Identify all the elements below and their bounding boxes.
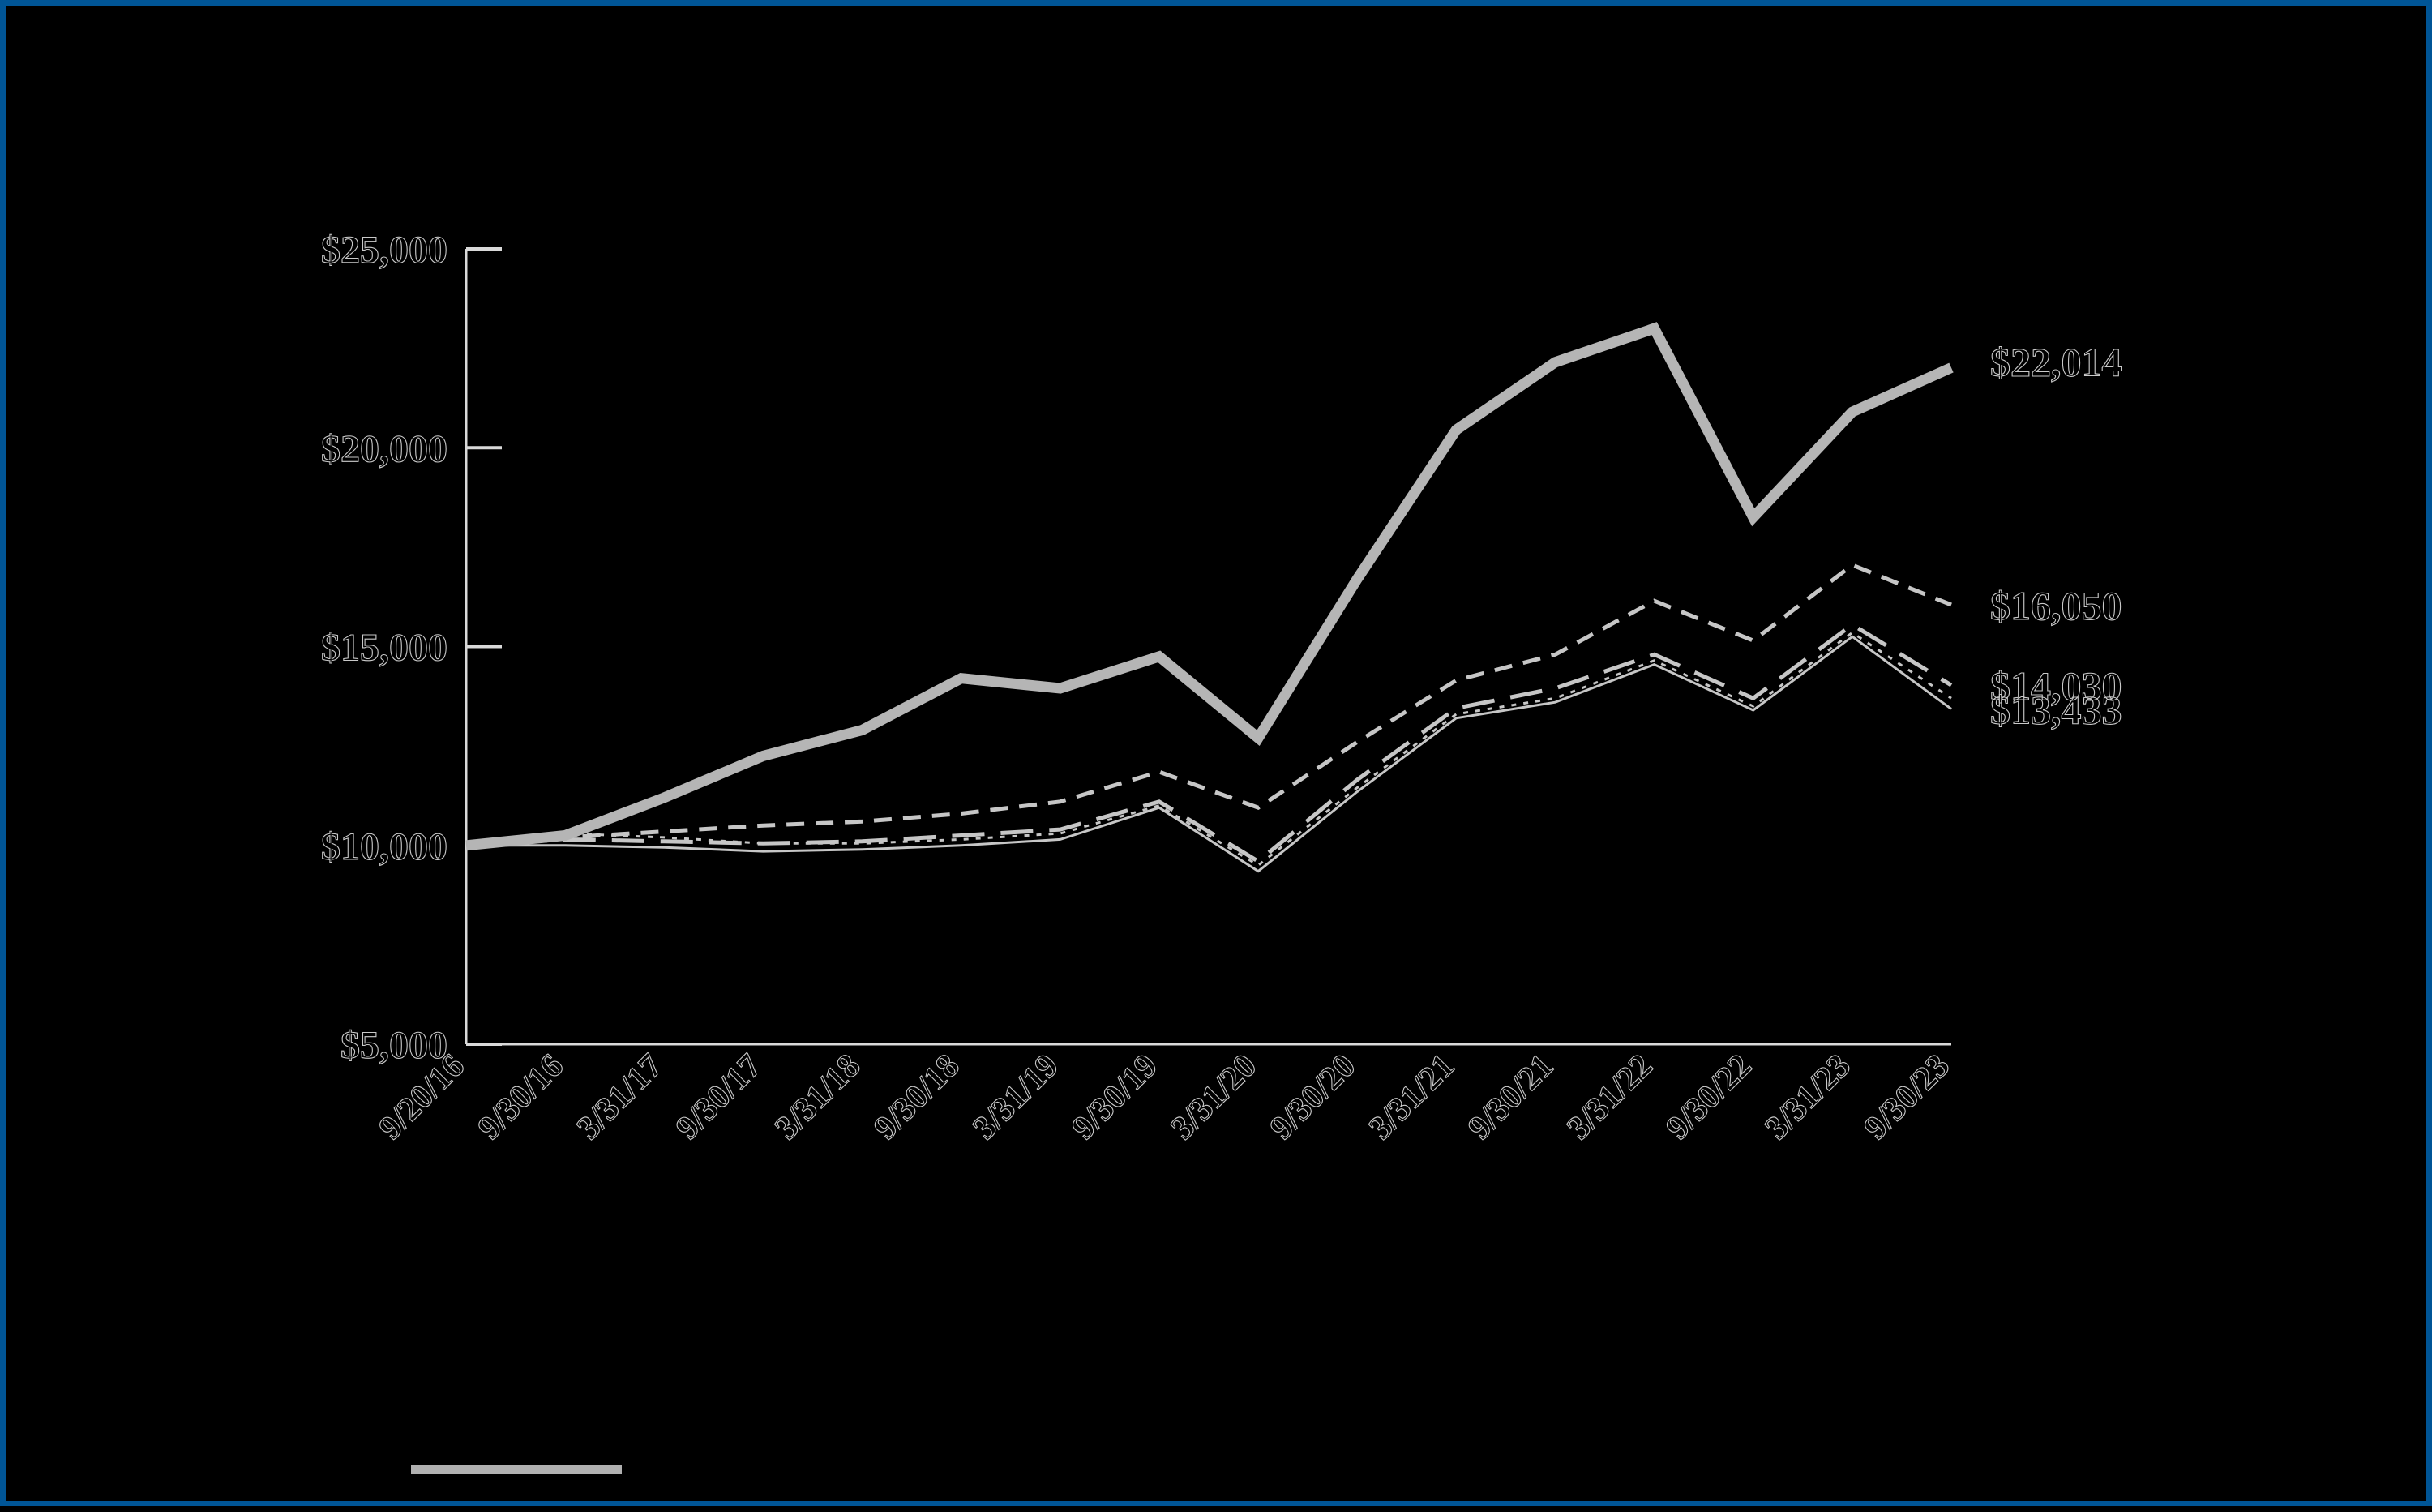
x-axis-tick-label: 9/30/17 <box>669 1047 769 1147</box>
series-line-series-4 <box>466 635 1952 873</box>
series-end-label: $16,050 <box>1990 583 2122 628</box>
series-line-series-1 <box>465 322 1954 851</box>
x-axis-tick-label: 3/31/22 <box>1560 1047 1659 1147</box>
x-axis-tick-label: 3/31/20 <box>1164 1047 1264 1147</box>
x-axis-tick-label: 9/30/22 <box>1659 1047 1759 1147</box>
y-axis-labels: $25,000 $20,000 $15,000 $10,000 $5,000 <box>320 228 447 1067</box>
series-line-series-3 <box>465 622 1953 864</box>
legend-swatch <box>411 1465 622 1474</box>
y-axis-tick-label: $25,000 <box>321 229 447 272</box>
series-paths <box>465 322 1954 873</box>
series-line-series-2 <box>465 563 1952 848</box>
y-axis-tick-label: $15,000 <box>321 627 447 670</box>
x-axis-tick-label: 3/31/18 <box>768 1047 867 1147</box>
y-axis-tick-label: $20,000 <box>321 427 447 470</box>
x-axis-tick-label: 9/30/18 <box>867 1047 966 1147</box>
line-chart: $25,000 $20,000 $15,000 $10,000 $5,000 9/20/… <box>6 6 2432 1512</box>
x-axis-tick-label: 3/31/19 <box>966 1047 1066 1147</box>
x-axis-tick-label: 3/31/23 <box>1758 1047 1858 1147</box>
x-axis-tick-label: 9/30/19 <box>1065 1047 1165 1147</box>
x-axis-tick-label: 9/30/16 <box>471 1047 571 1147</box>
y-axis-ticks <box>466 247 502 1046</box>
x-axis-tick-label: 9/30/20 <box>1263 1047 1363 1147</box>
series-line-series-5 <box>465 631 1952 867</box>
x-axis-tick-label: 9/30/23 <box>1857 1047 1957 1147</box>
x-axis-tick-label: 9/30/21 <box>1461 1047 1561 1147</box>
chart-svg: $25,000 $20,000 $15,000 $10,000 $5,000 9/20/… <box>320 228 2122 1147</box>
series-end-label: $13,433 <box>1990 687 2122 732</box>
x-axis-labels: 9/20/169/30/163/31/179/30/173/31/189/30/… <box>371 1047 1957 1147</box>
x-axis-tick-label: 3/31/21 <box>1362 1047 1462 1147</box>
series-end-label: $14,030 <box>1990 663 2122 709</box>
series-end-label: $22,014 <box>1990 339 2122 384</box>
y-axis-tick-label: $10,000 <box>321 825 447 868</box>
series-end-labels: $22,014 $16,050 $14,030$13,433 <box>1989 339 2122 733</box>
x-axis-tick-label: 3/31/17 <box>570 1047 670 1147</box>
y-axis-tick-label: $5,000 <box>340 1024 447 1067</box>
